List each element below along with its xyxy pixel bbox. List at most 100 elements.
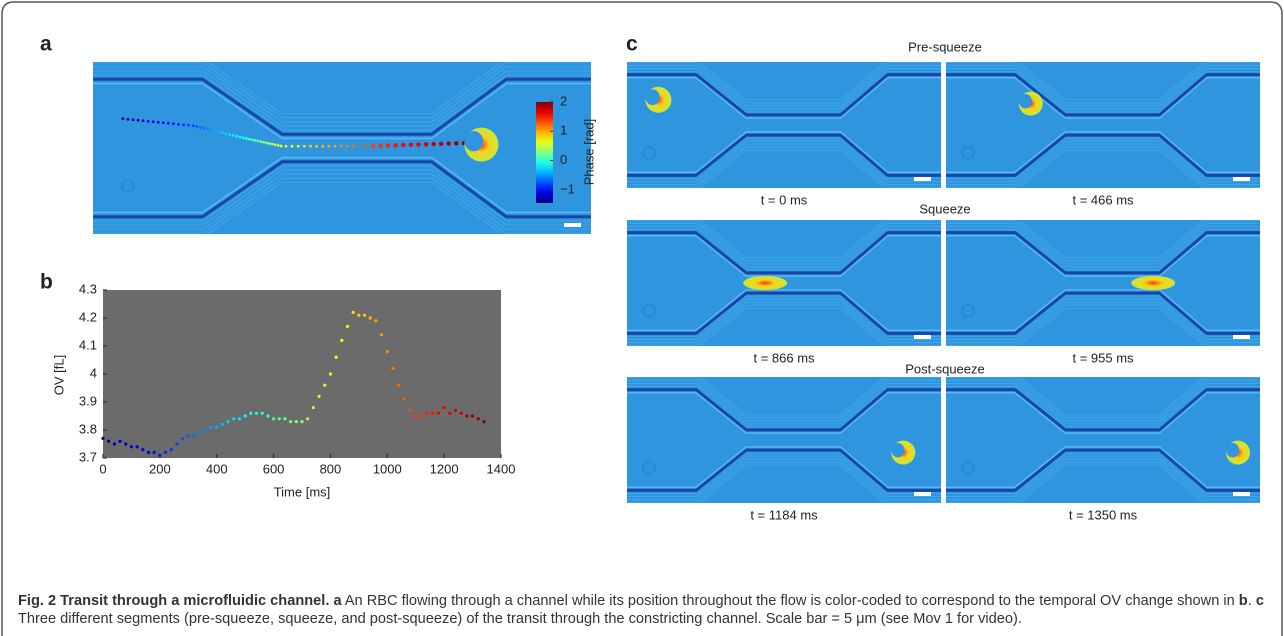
channel-texture	[627, 304, 941, 346]
channel-texture	[93, 62, 591, 119]
channel-texture	[946, 226, 1260, 268]
point	[476, 417, 480, 421]
channel-texture	[627, 383, 941, 425]
image-background	[946, 62, 1260, 188]
point	[152, 450, 156, 454]
point	[470, 414, 475, 418]
frame-time: t = 955 ms	[1072, 350, 1134, 365]
channel-wall-edge	[627, 392, 941, 434]
x-tick-label: 800	[320, 461, 342, 476]
point	[362, 313, 367, 317]
channel-texture	[627, 229, 941, 271]
y-tick-label: 4.1	[79, 337, 97, 352]
channel-texture	[946, 452, 1260, 494]
point	[129, 445, 134, 449]
trajectory-dot	[259, 140, 263, 144]
point	[135, 445, 139, 449]
channel-texture	[946, 461, 1260, 503]
channel-texture	[627, 377, 941, 419]
point	[397, 383, 401, 387]
trajectory-dot	[220, 131, 224, 135]
point	[266, 414, 270, 418]
channel-texture	[627, 458, 941, 500]
section-title: Squeeze	[919, 201, 970, 216]
channel-wall-edge	[946, 235, 1260, 277]
x-tick-label: 1200	[430, 461, 459, 476]
point	[408, 408, 412, 412]
colorbar-label: Phase [rad]	[581, 119, 596, 186]
point	[328, 372, 333, 376]
trajectory-dot	[454, 141, 459, 146]
channel-wall-edge	[93, 156, 591, 214]
point	[232, 417, 236, 421]
point	[141, 448, 145, 452]
channel-wall-edge	[93, 82, 591, 140]
channel-texture	[627, 295, 941, 337]
point	[306, 417, 310, 421]
point	[448, 411, 452, 415]
trajectory-dot	[224, 132, 228, 136]
trajectory-dot	[256, 139, 260, 143]
debris	[961, 146, 975, 160]
channel-texture	[698, 377, 886, 416]
colorbar	[536, 102, 553, 203]
scale-bar	[1233, 335, 1250, 339]
point	[368, 316, 372, 320]
point	[334, 355, 338, 359]
trajectory-dot	[446, 141, 451, 146]
channel-wall	[627, 231, 941, 275]
trajectory-dot	[401, 142, 406, 148]
channel-wall-edge	[627, 235, 941, 277]
trajectory-dot	[279, 144, 283, 148]
trajectory-dot	[166, 121, 170, 125]
channel-texture	[627, 146, 941, 188]
trajectory-dot	[284, 144, 288, 148]
trajectory-dot	[393, 143, 398, 148]
channel-image	[627, 220, 941, 346]
caption: Fig. 2 Transit through a microfluidic ch…	[18, 592, 1270, 628]
image-background	[627, 62, 941, 188]
trajectory-dot	[276, 144, 280, 147]
channel-texture	[946, 377, 1260, 419]
channel-image	[946, 62, 1260, 188]
cell-notch	[1018, 93, 1032, 109]
channel-image	[627, 377, 941, 503]
channel-wall-edge	[627, 77, 941, 119]
channel-texture	[946, 386, 1260, 428]
trajectory-dot	[238, 135, 242, 139]
trajectory-dot	[151, 120, 155, 124]
channel-texture	[627, 68, 941, 110]
trajectory-dot	[271, 142, 274, 146]
scale-bar	[914, 492, 931, 496]
caption-text: .	[1247, 593, 1256, 609]
debris	[121, 179, 135, 193]
channel-texture	[946, 229, 1260, 271]
point	[249, 411, 253, 415]
channel-wall	[627, 73, 941, 117]
y-tick-label: 3.8	[79, 421, 97, 436]
channel-texture	[627, 220, 941, 262]
frame-time: t = 866 ms	[753, 350, 815, 365]
point	[175, 442, 179, 446]
channel-texture	[946, 137, 1260, 179]
point	[436, 411, 441, 415]
point	[107, 439, 111, 443]
trajectory-dot	[126, 117, 130, 121]
point	[271, 417, 276, 421]
channel-texture	[627, 226, 941, 268]
image-background	[93, 62, 591, 234]
point	[192, 434, 196, 438]
channel-wall	[946, 231, 1260, 275]
channel-texture	[946, 62, 1260, 104]
point	[340, 338, 344, 342]
y-tick-label: 3.7	[79, 449, 97, 464]
point	[124, 442, 128, 446]
channel-texture	[698, 307, 886, 346]
image-background	[946, 377, 1260, 503]
trajectory-dot	[195, 125, 199, 129]
point	[112, 442, 116, 446]
trajectory-dot	[217, 130, 220, 134]
channel-texture	[946, 295, 1260, 337]
colorbar-tick-label: 1	[560, 123, 567, 138]
